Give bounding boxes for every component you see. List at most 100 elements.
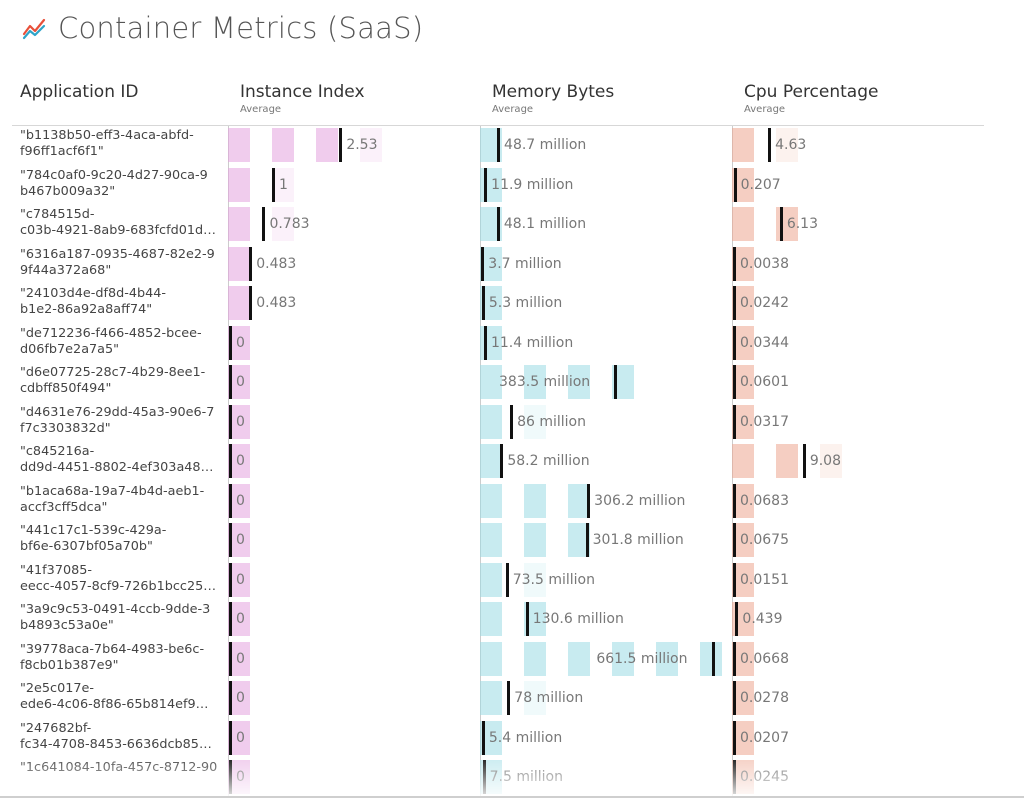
instance-value-label: 0 (236, 769, 245, 785)
cpu-bar-segment (732, 325, 754, 360)
table-row[interactable]: "b1aca68a-19a7-4b4d-aeb1- accf3cff5dca" 0… (0, 482, 1024, 522)
cpu-value-marker (802, 444, 806, 478)
instance-bar-segment (228, 246, 250, 281)
memory-cell: 7.5 million (480, 758, 720, 798)
table-row[interactable]: "6316a187-0935-4687-82e2-9 9f44a372a68" 0… (0, 245, 1024, 285)
memory-bar-segment (524, 602, 546, 636)
cpu-cell: 0.0344 (732, 324, 972, 364)
memory-bar-segment (480, 720, 502, 755)
table-row[interactable]: "c845216a- dd9d-4451-8802-4ef303a48… 0 58.… (0, 442, 1024, 482)
memory-bar-segment (612, 365, 634, 399)
cpu-bar-segment (732, 128, 754, 162)
application-id: "c784515d- c03b-4921-8ab9-683fcfd01d… (20, 207, 216, 238)
instance-bar-segment (360, 128, 382, 162)
memory-cell: 383.5 million (480, 363, 720, 403)
table-row[interactable]: "d6e07725-28c7-4b29-8ee1- cdbff850f494" 0… (0, 363, 1024, 403)
application-id: "b1138b50-eff3-4aca-abfd- f96ff1acf6f1" (20, 128, 194, 159)
cpu-value-label: 0.439 (742, 611, 783, 627)
table-row[interactable]: "247682bf- fc34-4708-8453-6636dcb85… 0 5.4… (0, 719, 1024, 759)
instance-cell: 0 (228, 442, 468, 482)
cpu-value-marker (733, 286, 736, 320)
cpu-value-marker (733, 523, 736, 557)
cpu-cell: 0.439 (732, 600, 972, 640)
memory-value-label: 11.4 million (490, 334, 574, 351)
memory-bar-segment (568, 483, 590, 518)
column-header-application-id[interactable]: Application ID (20, 82, 139, 102)
memory-value-label: 73.5 million (512, 571, 595, 588)
memory-value-marker (505, 562, 509, 597)
memory-value-label: 78 million (514, 690, 584, 706)
instance-value-label: 0 (236, 571, 245, 588)
table-row[interactable]: "441c17c1-539c-429a- bf6e-6307bf05a70b" 0… (0, 521, 1024, 561)
cpu-value-label: 0.0151 (740, 571, 789, 588)
cpu-value-marker (733, 562, 736, 597)
memory-bar-segment (524, 483, 546, 518)
instance-value-label: 0 (236, 413, 245, 430)
cpu-cell: 0.0668 (732, 640, 972, 680)
cpu-value-label: 0.0675 (740, 532, 789, 548)
instance-bar-segment (228, 483, 250, 518)
instance-bar-segment (228, 325, 250, 360)
memory-value-marker (481, 246, 485, 281)
column-title: Instance Index (240, 82, 365, 102)
cpu-value-label: 0.0601 (740, 374, 789, 390)
application-id: "247682bf- fc34-4708-8453-6636dcb85… (20, 720, 212, 752)
table-row[interactable]: "39778aca-7b64-4983-be6c- f8cb01b387e9" 0… (0, 640, 1024, 680)
cpu-cell: 0.0683 (732, 482, 972, 522)
cpu-value-marker (735, 602, 739, 636)
memory-value-marker (587, 483, 591, 518)
column-aggregation: Average (492, 104, 534, 115)
cpu-value-marker (733, 720, 736, 755)
cpu-cell: 9.08 (732, 442, 972, 482)
table-row[interactable]: "41f37085- eecc-4057-8cf9-726b1bcc25… 0 73… (0, 561, 1024, 601)
cpu-cell: 0.207 (732, 166, 972, 206)
instance-value-marker (272, 167, 275, 202)
instance-bar-segment (228, 562, 250, 597)
table-row[interactable]: "1c641084-10fa-457c-8712-90 0 7.5 million 0… (0, 758, 1024, 798)
memory-bar-segment (524, 523, 546, 557)
instance-value-marker (229, 523, 232, 557)
instance-bar-segment (272, 207, 294, 241)
table-row[interactable]: "de712236-f466-4852-bcee- d06fb7e2a7a5" 0… (0, 324, 1024, 364)
column-header-cpu-percentage[interactable]: Cpu Percentage Average (744, 82, 878, 115)
memory-cell: 661.5 million (480, 640, 722, 680)
instance-bar-segment (228, 404, 250, 439)
column-header-instance-index[interactable]: Instance Index Average (240, 82, 365, 115)
instance-value-label: 0 (236, 650, 245, 667)
memory-bar-segment (656, 641, 678, 676)
cpu-cell: 0.0278 (732, 679, 972, 719)
memory-value-marker (496, 207, 500, 241)
cpu-value-label: 4.63 (775, 137, 807, 153)
cpu-value-marker (733, 641, 736, 676)
instance-value-marker (229, 602, 232, 636)
table-row[interactable]: "d4631e76-29dd-45a3-90e6-7 f7c3303832d" 0… (0, 403, 1024, 443)
table-row[interactable]: "b1138b50-eff3-4aca-abfd- f96ff1acf6f1" 2… (0, 126, 1024, 166)
instance-cell: 0 (228, 521, 468, 561)
memory-bar-segment (480, 246, 502, 281)
memory-value-marker (483, 325, 487, 360)
cpu-bar-segment (732, 286, 754, 320)
memory-cell: 5.3 million (480, 284, 720, 324)
table-row[interactable]: "2e5c017e- ede6-4c06-8f86-65b814ef9… 0 78 … (0, 679, 1024, 719)
cpu-value-marker (768, 128, 772, 162)
instance-value-marker (229, 641, 232, 676)
instance-value-label: 0 (236, 532, 245, 548)
column-header-memory-bytes[interactable]: Memory Bytes Average (492, 82, 614, 115)
instance-value-marker (249, 286, 253, 320)
instance-bar-segment (272, 128, 294, 162)
instance-bar-segment (228, 641, 250, 676)
table-row[interactable]: "3a9c9c53-0491-4ccb-9dde-3 b4893c53a0e" 0… (0, 600, 1024, 640)
instance-bar-segment (228, 365, 250, 399)
instance-cell: 0 (228, 600, 468, 640)
table-row[interactable]: "784c0af0-9c20-4d27-90ca-9 b467b009a32" 1… (0, 166, 1024, 206)
table-row[interactable]: "c784515d- c03b-4921-8ab9-683fcfd01d… 0.7… (0, 205, 1024, 245)
cpu-cell: 6.13 (732, 205, 972, 245)
cpu-value-label: 6.13 (786, 216, 818, 232)
memory-value-marker (510, 404, 514, 439)
column-title: Cpu Percentage (744, 82, 879, 102)
memory-bar-segment (480, 404, 502, 439)
application-id: "41f37085- eecc-4057-8cf9-726b1bcc25… (20, 562, 217, 594)
application-id: "b1aca68a-19a7-4b4d-aeb1- accf3cff5dca" (20, 483, 205, 515)
memory-value-label: 11.9 million (491, 176, 574, 193)
table-row[interactable]: "24103d4e-df8d-4b44- b1e2-86a92a8aff74" 0… (0, 284, 1024, 324)
